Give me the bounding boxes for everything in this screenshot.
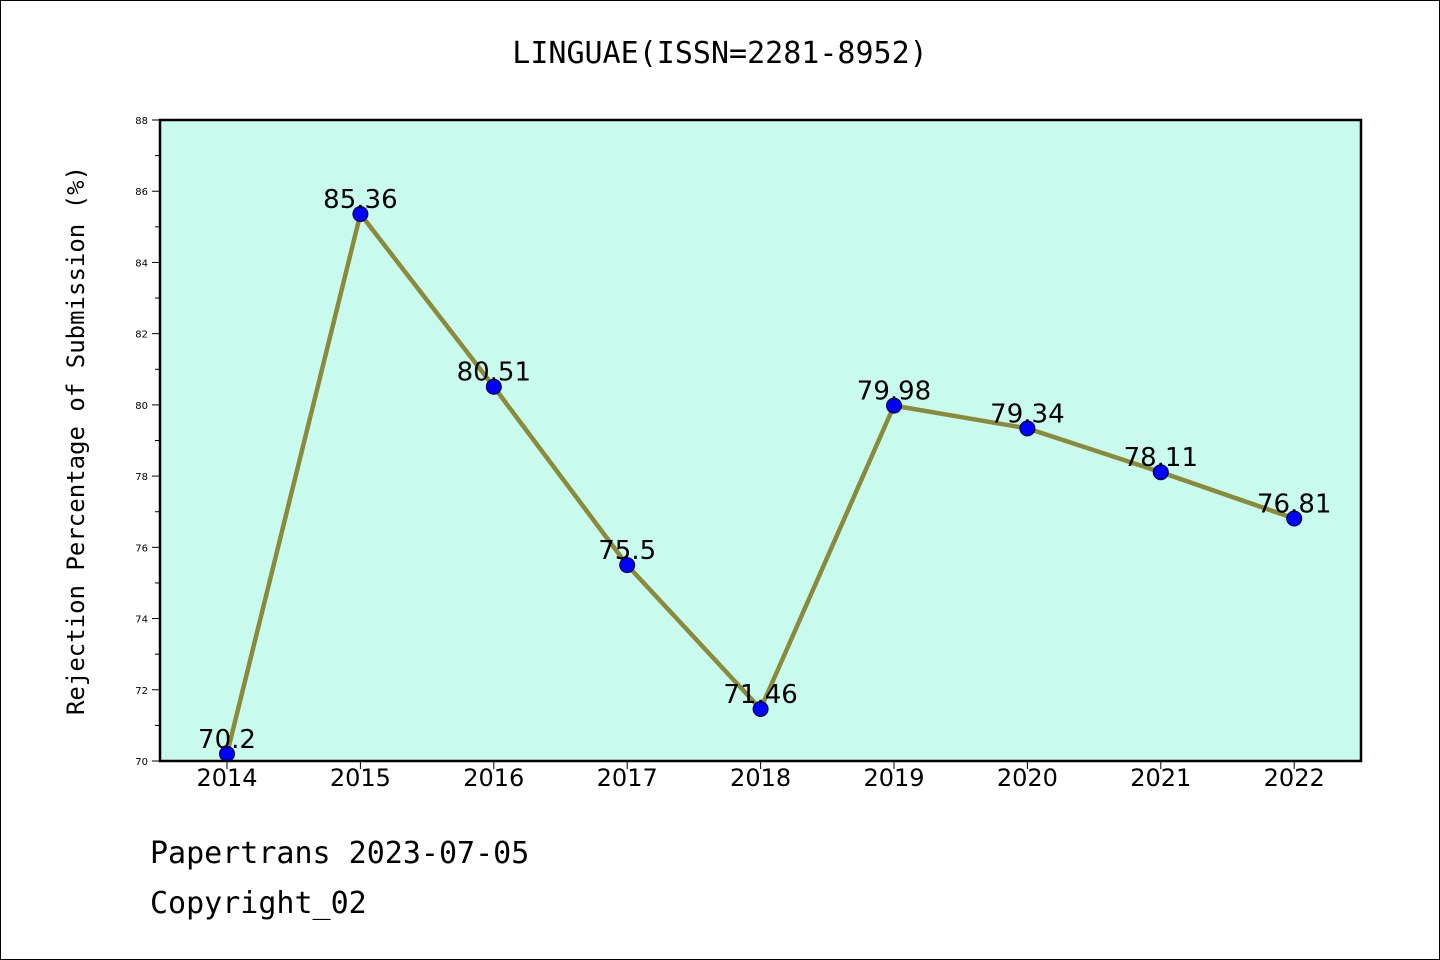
x-tick-label: 2015 <box>330 764 391 792</box>
data-label: 78.11 <box>1124 443 1198 473</box>
y-axis: 70 72 74 76 78 80 82 84 86 88 <box>135 116 160 768</box>
data-label: 76.81 <box>1257 489 1331 519</box>
footer-date: Papertrans 2023-07-05 <box>150 836 530 871</box>
series-markers <box>219 206 1303 762</box>
data-point <box>886 397 902 414</box>
y-tick-label: 78 <box>135 472 148 483</box>
data-label: 79.98 <box>857 377 931 407</box>
y-tick-label: 72 <box>135 686 148 697</box>
plot-border <box>158 118 1363 763</box>
data-labels: 70.2 85.36 80.51 75.5 71.46 79.98 79.34 78.11 76… <box>198 185 1331 755</box>
y-tick-label: 86 <box>135 187 148 198</box>
x-tick-label: 2019 <box>863 764 924 792</box>
data-label: 75.5 <box>598 536 656 566</box>
x-tick-label: 2020 <box>997 764 1058 792</box>
data-point <box>352 206 369 223</box>
data-point <box>1019 420 1036 437</box>
x-tick-label: 2022 <box>1264 764 1325 792</box>
data-point <box>1152 464 1169 481</box>
data-label: 79.34 <box>990 399 1064 429</box>
x-tick-label: 2014 <box>196 764 257 792</box>
data-point <box>1286 510 1303 527</box>
y-tick-label: 74 <box>135 615 148 626</box>
data-label: 80.51 <box>457 358 531 388</box>
footer-copyright: Copyright_02 <box>150 886 367 921</box>
y-tick-label: 88 <box>135 116 148 127</box>
x-tick-label: 2021 <box>1130 764 1191 792</box>
x-axis: 2014 2015 2016 2017 2018 2019 2020 2021 2022 <box>196 761 1325 792</box>
data-point <box>485 378 502 395</box>
y-tick-label: 70 <box>135 757 148 768</box>
x-tick-label: 2016 <box>463 764 524 792</box>
y-tick-label: 82 <box>135 330 148 341</box>
chart-title: LINGUAE(ISSN=2281-8952) <box>512 36 928 71</box>
y-tick-label: 76 <box>135 543 148 554</box>
data-label: 85.36 <box>323 185 397 215</box>
y-tick-label: 84 <box>135 258 148 269</box>
plot-area <box>160 120 1361 761</box>
data-label: 70.2 <box>198 725 256 755</box>
data-point <box>619 557 636 574</box>
data-label: 71.46 <box>723 680 797 710</box>
y-axis-label: Rejection Percentage of Submission (%) <box>62 166 90 715</box>
x-tick-label: 2017 <box>597 764 658 792</box>
x-tick-label: 2018 <box>730 764 791 792</box>
data-point <box>752 701 769 718</box>
y-tick-label: 80 <box>135 401 148 412</box>
